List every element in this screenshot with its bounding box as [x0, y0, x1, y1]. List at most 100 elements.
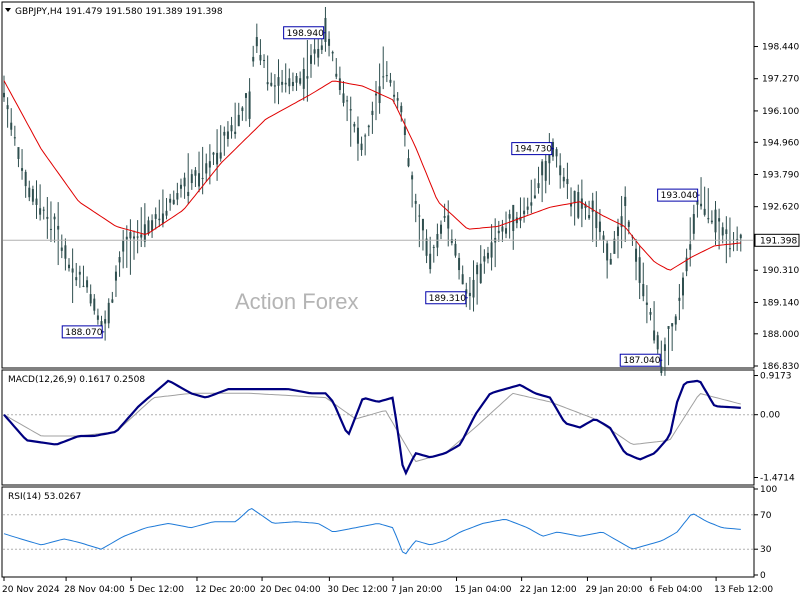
candle-body [678, 297, 681, 301]
candle-body [291, 81, 294, 87]
candle-body [57, 225, 60, 230]
candle-body [551, 141, 554, 157]
candle-body [739, 234, 742, 239]
candle-body [692, 214, 695, 234]
candle-body [396, 98, 399, 101]
candle-body [165, 210, 168, 216]
candle-body [205, 163, 208, 174]
candle-body [440, 224, 443, 234]
candle-body [335, 73, 338, 77]
candle-body [700, 203, 703, 207]
candle-body [620, 216, 623, 228]
moving-average-line [3, 80, 741, 271]
time-tick-label: 13 Feb 12:00 [714, 585, 773, 595]
time-tick-label: 28 Nov 04:00 [64, 585, 125, 595]
candle-body [591, 200, 594, 212]
candle-body [360, 143, 363, 151]
candle-body [187, 191, 190, 197]
candle-body [555, 149, 558, 157]
candle-body [24, 171, 27, 187]
candle-body [454, 243, 457, 256]
candle-body [270, 82, 273, 86]
candle-body [721, 227, 724, 236]
candle-body [685, 257, 688, 272]
candle-body [483, 256, 486, 262]
candle-body [541, 161, 544, 176]
candle-body [703, 208, 706, 215]
time-tick-label: 12 Dec 20:00 [195, 585, 256, 595]
candle-body [277, 77, 280, 86]
candle-body [89, 294, 92, 304]
time-tick-label: 5 Dec 12:00 [129, 585, 184, 595]
candle-body [389, 79, 392, 83]
candle-body [39, 208, 42, 215]
candle-body [627, 221, 630, 227]
candle-body [75, 277, 78, 281]
price-annotation-label: 187.040 [623, 356, 660, 366]
candle-body [671, 323, 674, 327]
rsi-tick-label: 30 [760, 545, 772, 555]
candle-body [616, 226, 619, 236]
candle-body [606, 243, 609, 261]
candle-body [526, 206, 529, 210]
candle-body [718, 218, 721, 222]
candle-body [663, 344, 666, 351]
candle-body [172, 199, 175, 205]
candle-body [226, 131, 229, 139]
candle-body [179, 184, 182, 189]
candle-body [559, 165, 562, 176]
candle-body [10, 122, 13, 130]
candle-body [635, 248, 638, 262]
candle-body [111, 299, 114, 303]
candle-body [320, 45, 323, 50]
time-tick-label: 29 Jan 20:00 [585, 585, 642, 595]
candle-body [570, 203, 573, 207]
candle-body [674, 316, 677, 325]
candle-body [458, 257, 461, 271]
candle-body [609, 258, 612, 265]
candle-body [696, 199, 699, 205]
candle-body [176, 193, 179, 200]
collapse-triangle-icon[interactable] [5, 8, 11, 12]
candle-body [140, 234, 143, 238]
candle-body [273, 85, 276, 87]
candle-body [309, 55, 312, 64]
candle-body [53, 216, 56, 220]
time-tick-label: 20 Nov 2024 [2, 585, 60, 595]
candle-body [244, 93, 247, 98]
candle-body [158, 218, 161, 221]
candle-body [35, 198, 38, 205]
candle-body [638, 257, 641, 283]
candle-body [443, 216, 446, 218]
candle-body [147, 220, 150, 235]
last-price-tag [754, 233, 800, 247]
candle-body [468, 292, 471, 297]
candle-body [728, 248, 731, 250]
candle-body [223, 131, 226, 136]
candle-body [681, 277, 684, 296]
candle-body [707, 218, 710, 220]
candle-body [284, 82, 287, 85]
candle-body [505, 228, 508, 234]
candle-body [649, 312, 652, 315]
candle-body [367, 125, 370, 128]
candle-body [562, 176, 565, 182]
price-tick-label: 197.270 [762, 75, 799, 85]
candle-body [6, 105, 9, 110]
candle-body [523, 210, 526, 215]
candle-body [328, 38, 331, 46]
rsi-tick-label: 0 [760, 571, 766, 581]
candle-body [508, 214, 511, 219]
price-tick-label: 193.790 [762, 170, 799, 180]
macd-tick-label: 0.00 [760, 411, 780, 421]
candle-body [266, 82, 269, 85]
candle-body [418, 215, 421, 217]
candle-body [161, 213, 164, 224]
candle-body [198, 173, 201, 187]
candle-body [544, 160, 547, 181]
candle-body [338, 78, 341, 91]
candle-body [151, 220, 154, 231]
time-tick-label: 7 Jan 20:00 [391, 585, 443, 595]
candle-body [501, 226, 504, 232]
